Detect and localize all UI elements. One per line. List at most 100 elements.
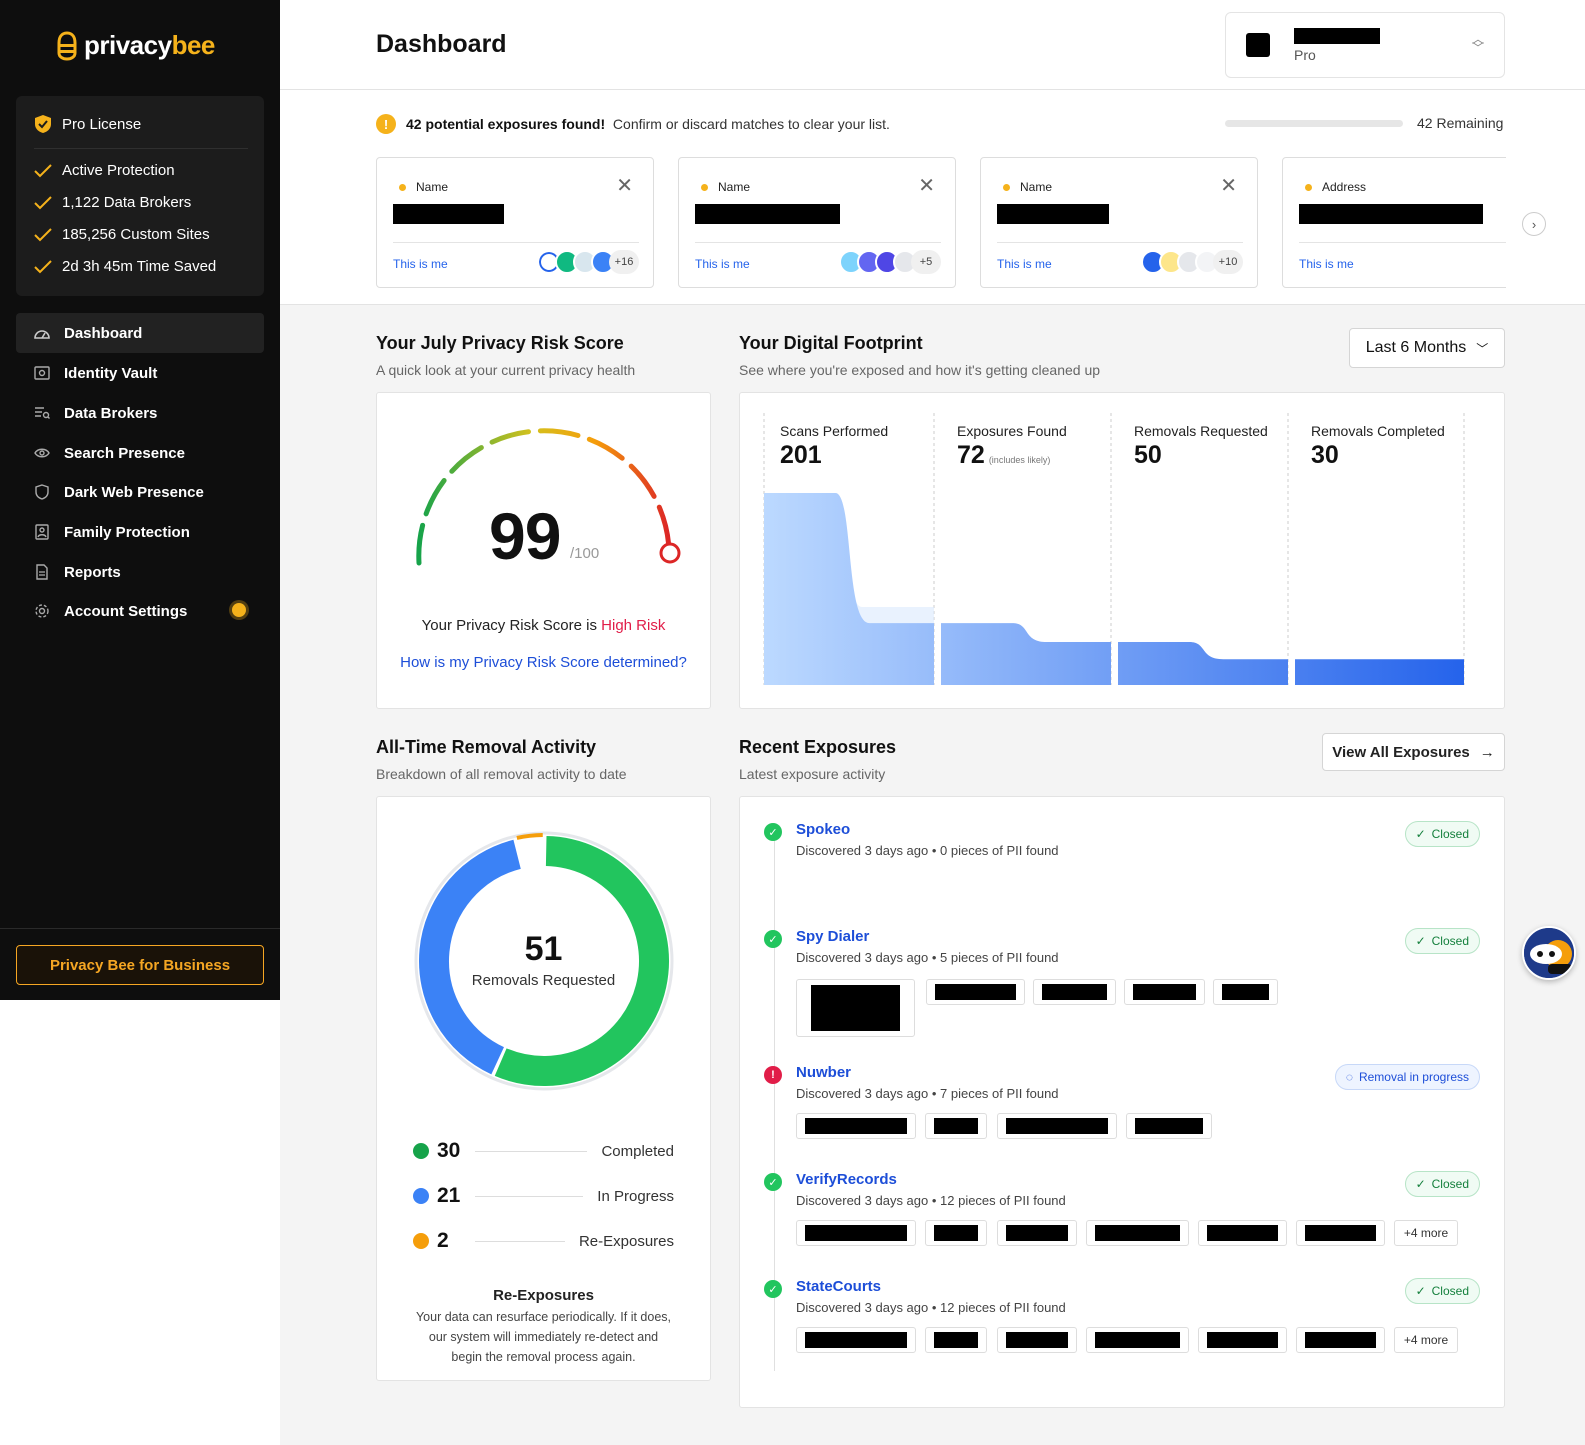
close-icon[interactable]: ✕ (918, 175, 935, 197)
legend-label: Re-Exposures (578, 1232, 674, 1250)
stage-label: Scans Performed (780, 423, 889, 439)
status-badge: ◌ Removal in progress (1334, 1064, 1480, 1090)
close-icon[interactable]: ✕ (1220, 175, 1237, 197)
sidebar-item-identity-vault[interactable]: Identity Vault (16, 353, 264, 393)
timeline-line (774, 831, 775, 1371)
more-brokers-count: +16 (609, 250, 639, 274)
stage-label: Exposures Found (957, 423, 1067, 439)
sidebar-item-label: Account Settings (64, 602, 188, 620)
exposure-row[interactable]: ✓ Spy Dialer Discovered 3 days ago • 5 p… (764, 928, 1480, 1038)
more-pii-button[interactable]: +4 more (1394, 1220, 1458, 1246)
exposure-name[interactable]: StateCourts (796, 1278, 882, 1295)
alert-circle-icon: ! (764, 1066, 782, 1084)
divider (393, 242, 639, 243)
this-is-me-link[interactable]: This is me (393, 257, 448, 271)
exposure-name[interactable]: Nuwber (796, 1064, 852, 1081)
brand-logo[interactable]: privacy bee (56, 30, 215, 61)
stage-label: Removals Requested (1134, 423, 1268, 439)
chevron-updown-icon: ︿ ﹀ (1471, 32, 1484, 55)
more-brokers-count: +10 (1213, 250, 1243, 274)
redacted-value (1095, 1225, 1180, 1241)
this-is-me-link[interactable]: This is me (1299, 257, 1354, 271)
legend-completed: 30 Completed (413, 1137, 674, 1165)
exposure-type-label: Address (1322, 180, 1367, 194)
exposure-name[interactable]: VerifyRecords (796, 1171, 897, 1188)
remaining-count: 42 Remaining (1417, 115, 1504, 131)
sidebar-item-dashboard[interactable]: Dashboard (16, 313, 264, 353)
range-dropdown[interactable]: Last 6 Months ﹀ (1349, 328, 1505, 368)
sidebar-item-family-protection[interactable]: Family Protection (16, 512, 264, 552)
exposure-name[interactable]: Spy Dialer (796, 928, 870, 945)
license-card: Pro License Active Protection 1,122 Data… (16, 96, 264, 296)
pii-chip (1213, 979, 1278, 1005)
alert-bold: 42 potential exposures found! (406, 116, 606, 132)
exposure-type: Name (399, 180, 448, 194)
sidebar-item-search-presence[interactable]: Search Presence (16, 433, 264, 473)
redacted-value (1207, 1225, 1278, 1241)
footprint-panel: Scans Performed 201 Exposures Found 72 (i… (739, 392, 1505, 709)
stage-note: (includes likely) (988, 455, 1051, 465)
close-icon[interactable]: ✕ (616, 175, 633, 197)
legend-value: 30 (437, 1139, 461, 1162)
account-switcher[interactable]: Pro ︿ ﹀ (1225, 12, 1505, 78)
exposure-row[interactable]: ✓ StateCourts Discovered 3 days ago • 12… (764, 1278, 1480, 1368)
check-icon: ✓ (1415, 827, 1426, 841)
robot-icon (1524, 928, 1574, 978)
check-icon: ✓ (1415, 934, 1426, 948)
recent-subtitle: Latest exposure activity (739, 766, 886, 782)
this-is-me-link[interactable]: This is me (695, 257, 750, 271)
check-circle-icon: ✓ (764, 823, 782, 841)
footprint-funnel-chart (763, 413, 1465, 685)
license-item: 185,256 Custom Sites (34, 226, 210, 243)
carousel-next-button[interactable]: › (1522, 212, 1546, 236)
divider (1299, 242, 1506, 243)
pii-chip (1198, 1327, 1287, 1353)
sidebar-item-reports[interactable]: Reports (16, 552, 264, 592)
status-dot (399, 183, 406, 191)
view-all-exposures-button[interactable]: View All Exposures → (1322, 733, 1505, 771)
sidebar-item-dark-web-presence[interactable]: Dark Web Presence (16, 472, 264, 512)
stage-label: Removals Completed (1311, 423, 1445, 439)
redacted-value (934, 1332, 978, 1348)
pii-chip (925, 1327, 987, 1353)
gauge-marker (659, 542, 681, 564)
status-badge: ✓ Closed (1404, 821, 1480, 847)
legend-in-progress: 21 In Progress (413, 1182, 674, 1210)
license-title-row: Pro License (34, 114, 141, 134)
funnel-area (764, 493, 1464, 685)
license-item: 2d 3h 45m Time Saved (34, 258, 216, 275)
stage-scans: Scans Performed 201 (780, 423, 888, 470)
pii-chip (1086, 1327, 1189, 1353)
this-is-me-link[interactable]: This is me (997, 257, 1052, 271)
legend-label: Completed (601, 1142, 674, 1160)
more-pii-button[interactable]: +4 more (1394, 1327, 1458, 1353)
assistant-bot-button[interactable] (1522, 926, 1576, 980)
more-brokers-count: +5 (911, 250, 941, 274)
exposure-type-label: Name (416, 180, 449, 194)
account-plan: Pro (1294, 47, 1316, 63)
risk-explainer-link[interactable]: How is my Privacy Risk Score determined? (400, 654, 687, 671)
redacted-value (1222, 984, 1269, 1000)
sidebar-item-account-settings[interactable]: Account Settings (16, 591, 264, 631)
chevron-right-icon: › (1531, 216, 1537, 232)
license-item-label: 1,122 Data Brokers (62, 194, 192, 211)
pii-chip (1124, 979, 1205, 1005)
sidebar-item-label: Search Presence (64, 444, 185, 462)
license-item-label: Active Protection (62, 162, 175, 179)
footprint-title: Your Digital Footprint (739, 333, 923, 353)
sidebar-item-data-brokers[interactable]: Data Brokers (16, 393, 264, 433)
removal-panel: 51 Removals Requested 30 Completed 21 In… (376, 796, 711, 1381)
stage-value: 30 (1311, 441, 1445, 470)
business-button[interactable]: Privacy Bee for Business (16, 945, 264, 985)
exposure-row[interactable]: ✓ Spokeo Discovered 3 days ago • 0 piece… (764, 821, 1480, 911)
exposure-row[interactable]: ✓ VerifyRecords Discovered 3 days ago • … (764, 1171, 1480, 1261)
exposure-name[interactable]: Spokeo (796, 821, 851, 838)
redacted-value (1006, 1225, 1068, 1241)
page-title: Dashboard (376, 30, 507, 58)
removals-total-label: Removals Requested (471, 972, 616, 989)
legend-dot (413, 1143, 429, 1159)
risk-title: Your July Privacy Risk Score (376, 333, 624, 353)
redacted-value (1042, 984, 1107, 1000)
exposure-row[interactable]: ! Nuwber Discovered 3 days ago • 7 piece… (764, 1064, 1480, 1154)
recent-title: Recent Exposures (739, 737, 897, 757)
